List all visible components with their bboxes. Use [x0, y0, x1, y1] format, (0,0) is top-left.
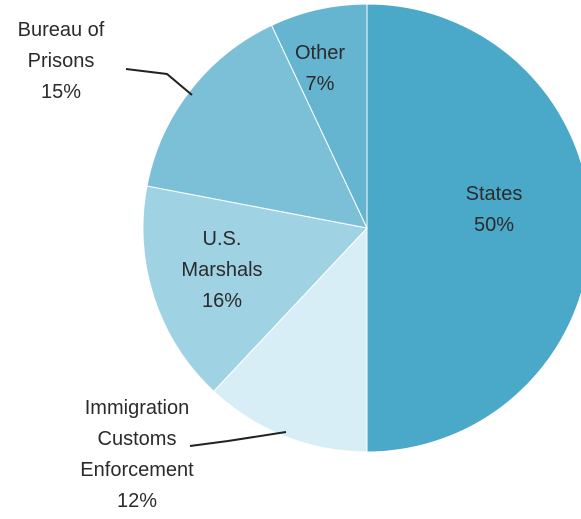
- slice-label-other: Other 7%: [295, 42, 345, 95]
- slice-label-line: 16%: [202, 290, 242, 312]
- pie-slice-u-s-marshals: [142, 185, 368, 392]
- pie-slice-immigration-customs-enforcement: [212, 226, 368, 453]
- slice-label-states: States 50%: [466, 183, 523, 236]
- slice-label-bureau-of-prisons: Bureau of Prisons 15%: [18, 19, 105, 103]
- slice-label-immigration-customs-enforcement: Immigration Customs Enforcement 12%: [80, 397, 194, 512]
- leader-line-bureau-of-prisons: [125, 68, 193, 96]
- slice-label-line: Immigration: [85, 397, 189, 419]
- slice-label-line: Prisons: [28, 50, 95, 72]
- slice-label-line: Other: [295, 42, 345, 64]
- labels-layer: States 50% Immigration Customs Enforcement 12…: [18, 19, 523, 512]
- pie-slice-other: [270, 3, 368, 229]
- slice-label-line: 12%: [117, 490, 157, 512]
- slice-label-line: 15%: [41, 81, 81, 103]
- pie-slice-states: [366, 3, 581, 453]
- slice-label-line: Customs: [98, 428, 177, 450]
- slice-label-line: U.S.: [203, 228, 242, 250]
- leader-lines: [125, 68, 287, 447]
- slices-layer: [142, 3, 581, 453]
- slice-label-line: Marshals: [181, 259, 262, 281]
- leader-line-immigration-customs-enforcement: [189, 431, 287, 447]
- slice-label-u-s-marshals: U.S. Marshals 16%: [181, 228, 262, 312]
- slice-label-line: States: [466, 183, 523, 205]
- slice-label-line: Enforcement: [80, 459, 194, 481]
- slice-label-line: 7%: [306, 73, 335, 95]
- pie-slice-bureau-of-prisons: [146, 24, 368, 229]
- slice-label-line: 50%: [474, 214, 514, 236]
- slice-label-line: Bureau of: [18, 19, 105, 41]
